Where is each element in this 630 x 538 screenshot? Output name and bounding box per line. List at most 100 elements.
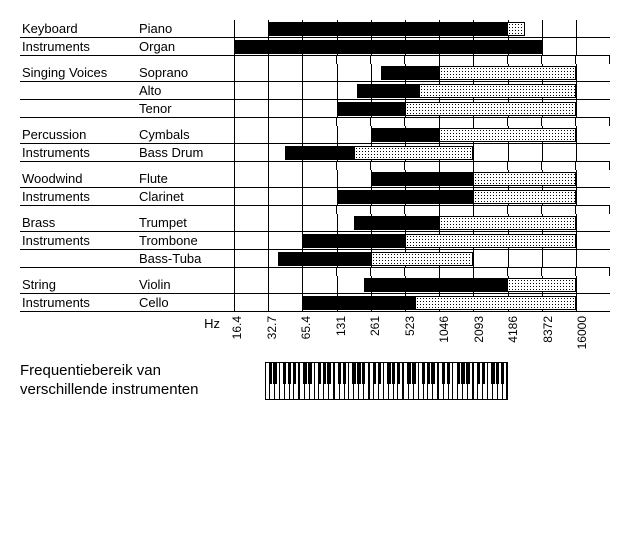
axis-tick: 32.7	[265, 316, 279, 339]
item-label: Alto	[137, 82, 234, 100]
group-spacer	[20, 118, 610, 126]
axis-tick: 523	[403, 316, 417, 336]
range-bar-harmonics	[415, 296, 576, 310]
range-bar-fundamental	[337, 102, 405, 116]
axis-row: Hz 16.432.765.41312615231046209341868372…	[20, 316, 610, 356]
range-bar-fundamental	[354, 216, 439, 230]
piano-keyboard-icon	[265, 362, 509, 400]
axis-tick: 131	[334, 316, 348, 336]
group-spacer	[20, 206, 610, 214]
plot-area	[234, 144, 610, 162]
axis-tick: 4186	[506, 316, 520, 343]
group-label: Woodwind	[20, 170, 137, 188]
keyboard-octave	[404, 363, 439, 399]
plot-area	[234, 276, 610, 294]
range-bar-fundamental	[278, 252, 370, 266]
plot-area	[234, 126, 610, 144]
group-label: Brass	[20, 214, 137, 232]
group-spacer	[20, 268, 610, 276]
range-bar-fundamental	[337, 190, 474, 204]
range-bar-harmonics	[419, 84, 576, 98]
range-bar-fundamental	[234, 40, 542, 54]
range-bar-harmonics	[439, 216, 576, 230]
group-label: String	[20, 276, 137, 294]
chart-caption: Frequentiebereik van verschillende instr…	[20, 362, 240, 400]
range-bar-harmonics	[439, 66, 576, 80]
range-bar-fundamental	[381, 66, 439, 80]
chart-row: String Violin	[20, 276, 610, 294]
axis-tick: 16.4	[230, 316, 244, 339]
keyboard-octave	[439, 363, 474, 399]
chart-row: Singing Voices Soprano	[20, 64, 610, 82]
keyboard-octave	[300, 363, 335, 399]
item-label: Trombone	[137, 232, 234, 250]
chart-row: Instruments Clarinet	[20, 188, 610, 206]
group-label	[20, 82, 137, 100]
range-bar-harmonics	[439, 128, 576, 142]
group-label	[20, 250, 137, 268]
keyboard-octave	[370, 363, 405, 399]
chart-row: Instruments Cello	[20, 294, 610, 312]
plot-area	[234, 250, 610, 268]
item-label: Clarinet	[137, 188, 234, 206]
group-label: Instruments	[20, 188, 137, 206]
group-label: Instruments	[20, 232, 137, 250]
range-bar-harmonics	[473, 172, 576, 186]
item-label: Soprano	[137, 64, 234, 82]
plot-area	[234, 170, 610, 188]
chart-row: Keyboard Piano	[20, 20, 610, 38]
chart-row: Brass Trumpet	[20, 214, 610, 232]
chart-row: Percussion Cymbals	[20, 126, 610, 144]
axis-tick: 1046	[437, 316, 451, 343]
group-label: Instruments	[20, 294, 137, 312]
group-label: Instruments	[20, 144, 137, 162]
plot-area	[234, 214, 610, 232]
group-label: Percussion	[20, 126, 137, 144]
range-bar-harmonics	[473, 190, 576, 204]
plot-area	[234, 100, 610, 118]
plot-area	[234, 294, 610, 312]
chart-row: Instruments Organ	[20, 38, 610, 56]
range-bar-harmonics	[405, 234, 576, 248]
plot-area	[234, 38, 610, 56]
group-spacer	[20, 56, 610, 64]
group-label: Keyboard	[20, 20, 137, 38]
item-label: Bass-Tuba	[137, 250, 234, 268]
range-bar-harmonics	[507, 22, 524, 36]
item-label: Violin	[137, 276, 234, 294]
range-bar-fundamental	[371, 172, 474, 186]
axis-tick: 8372	[541, 316, 555, 343]
range-bar-fundamental	[302, 296, 415, 310]
plot-area	[234, 82, 610, 100]
plot-area	[234, 64, 610, 82]
range-bar-fundamental	[302, 234, 405, 248]
range-bar-harmonics	[371, 252, 474, 266]
frequency-range-chart: Keyboard Piano Instruments Organ Singing…	[20, 20, 610, 400]
chart-row: Instruments Trombone	[20, 232, 610, 250]
group-spacer	[20, 162, 610, 170]
item-label: Cymbals	[137, 126, 234, 144]
plot-area	[234, 20, 610, 38]
range-bar-fundamental	[268, 22, 507, 36]
group-label: Instruments	[20, 38, 137, 56]
range-bar-fundamental	[371, 128, 439, 142]
group-label: Singing Voices	[20, 64, 137, 82]
axis-tick: 65.4	[299, 316, 313, 339]
range-bar-fundamental	[357, 84, 419, 98]
axis-tick: 261	[368, 316, 382, 336]
item-label: Bass Drum	[137, 144, 234, 162]
range-bar-fundamental	[285, 146, 353, 160]
range-bar-harmonics	[507, 278, 575, 292]
range-bar-harmonics	[354, 146, 474, 160]
plot-area	[234, 232, 610, 250]
chart-row: Alto	[20, 82, 610, 100]
chart-row: Woodwind Flute	[20, 170, 610, 188]
keyboard-octave	[474, 363, 508, 399]
keyboard-octave	[266, 363, 301, 399]
item-label: Cello	[137, 294, 234, 312]
item-label: Trumpet	[137, 214, 234, 232]
axis-ticks: 16.432.765.41312615231046209341868372160…	[230, 316, 610, 356]
axis-unit-label: Hz	[20, 316, 230, 356]
item-label: Organ	[137, 38, 234, 56]
chart-row: Bass-Tuba	[20, 250, 610, 268]
